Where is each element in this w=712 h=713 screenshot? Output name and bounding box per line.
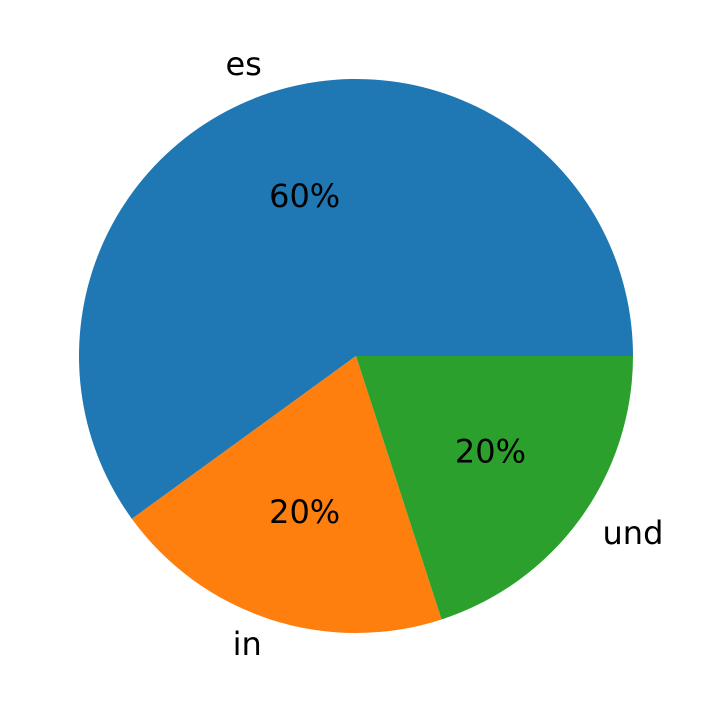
value-label: 20% <box>455 433 526 471</box>
pie-slice <box>78 78 634 519</box>
pie-slice <box>356 356 633 620</box>
slice-label: es <box>225 45 261 83</box>
value-label: 20% <box>269 493 340 531</box>
slice-label: in <box>233 625 262 663</box>
value-label: 60% <box>269 177 340 215</box>
pie-slice <box>131 356 442 633</box>
slice-label: und <box>603 514 664 552</box>
